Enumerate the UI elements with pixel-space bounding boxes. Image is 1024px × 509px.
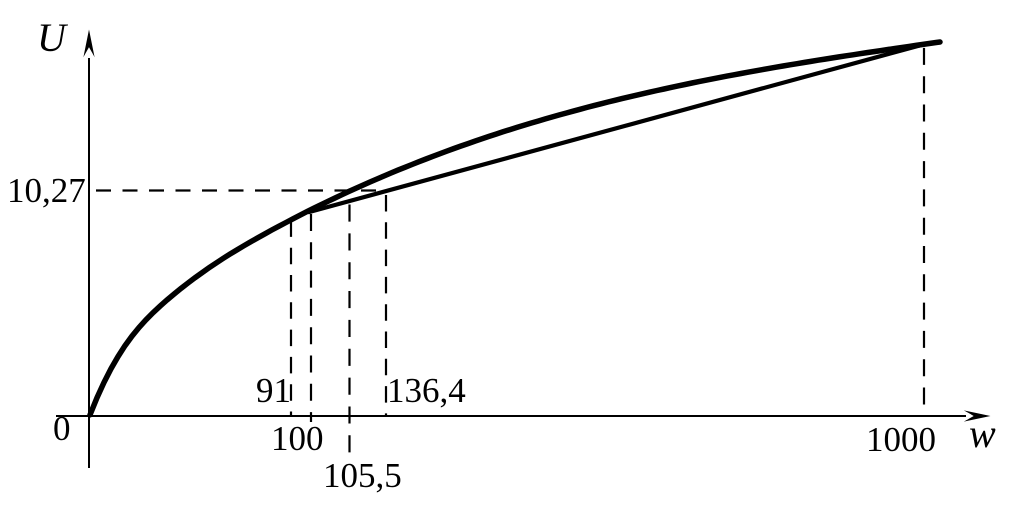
svg-text:105,5: 105,5 [323, 456, 402, 495]
svg-text:0: 0 [53, 409, 71, 448]
svg-text:10,27: 10,27 [7, 171, 86, 210]
svg-text:100: 100 [271, 419, 324, 458]
svg-text:w: w [969, 411, 996, 456]
svg-text:U: U [37, 15, 69, 60]
svg-text:136,4: 136,4 [387, 371, 466, 410]
svg-text:91: 91 [256, 371, 291, 410]
svg-text:1000: 1000 [866, 420, 936, 459]
